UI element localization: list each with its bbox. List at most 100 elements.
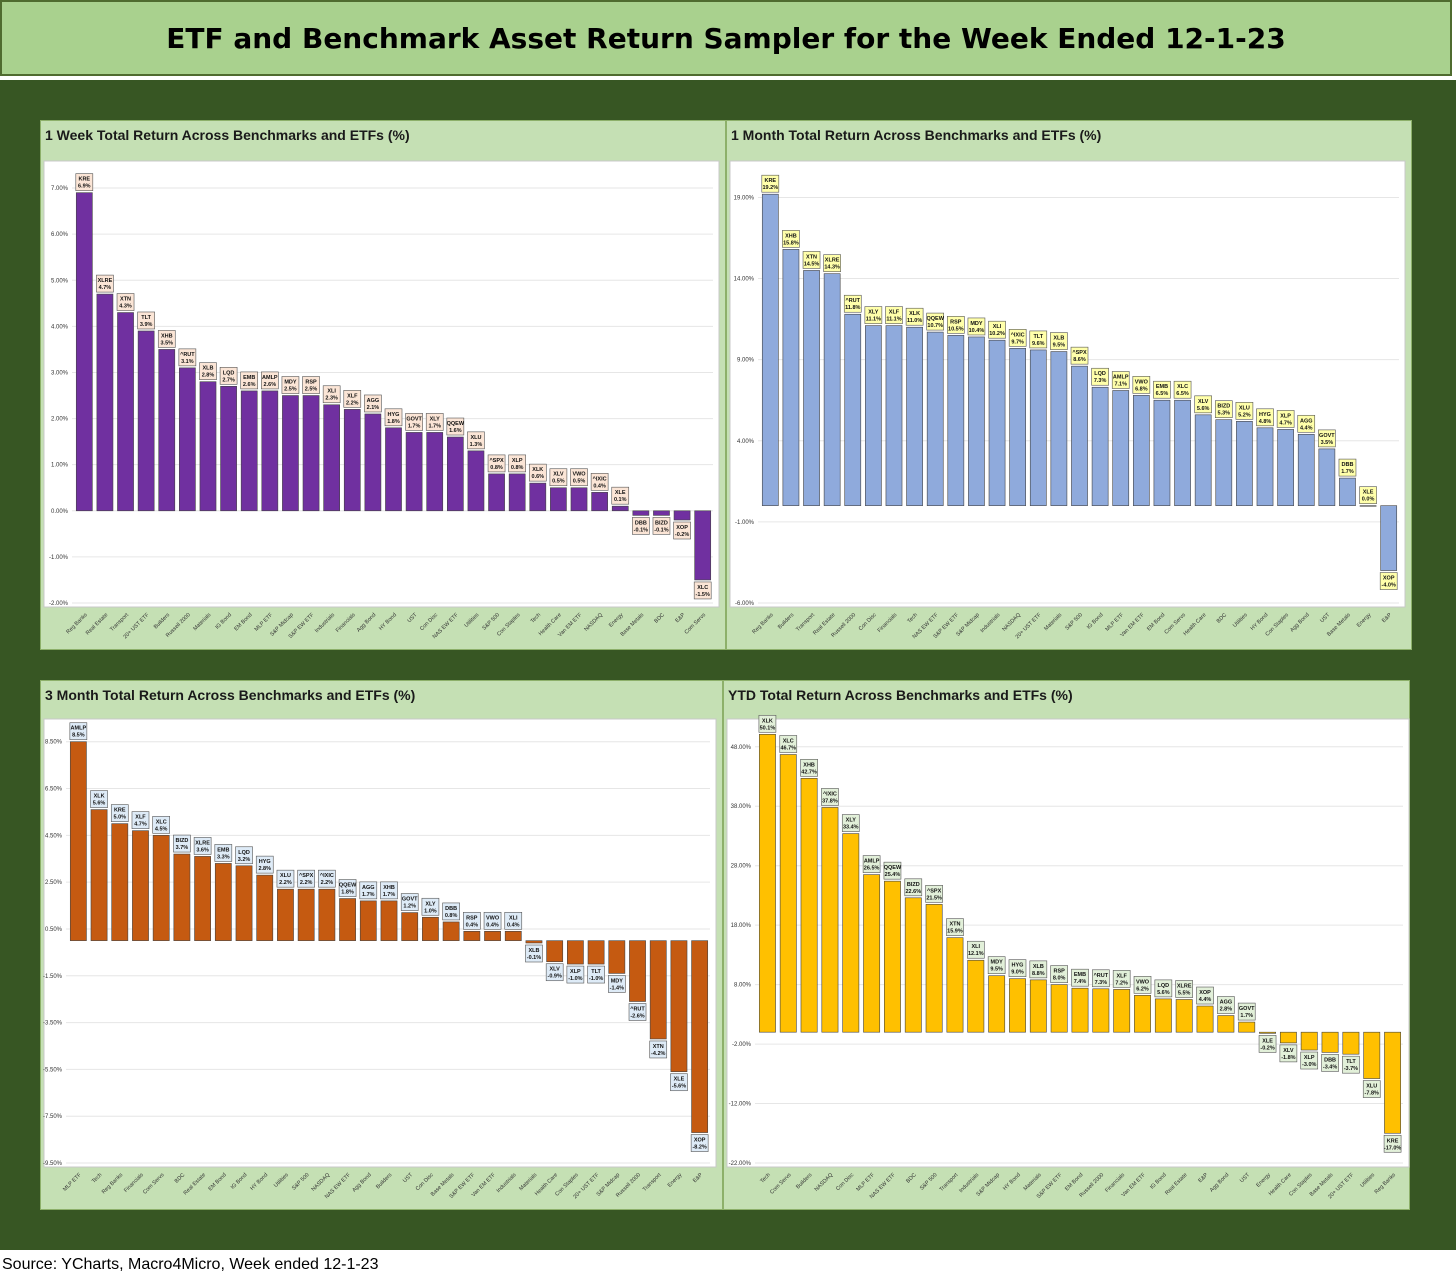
x-tick-label: Energy (1255, 1172, 1272, 1189)
data-label-box (235, 846, 253, 865)
data-label-box (1070, 346, 1089, 365)
data-label-ticker: XHB (803, 762, 815, 768)
x-tick-label: Agg Bond (1289, 612, 1310, 633)
x-tick-label: Russell 2000 (830, 612, 857, 639)
bar (1113, 989, 1131, 1033)
data-label-ticker: LQD (1094, 371, 1106, 377)
data-label-value: 2.8% (258, 866, 271, 872)
data-label-value: 0.4% (466, 922, 479, 928)
data-label-value: -1.0% (568, 976, 582, 982)
data-label-value: 3.6% (196, 847, 209, 853)
x-tick-label: E&P (692, 1172, 704, 1184)
x-tick-label: EM Bond (1146, 612, 1166, 632)
chart-panel-ytd: YTD Total Return Across Benchmarks and E… (723, 680, 1410, 1210)
y-tick-label: 2.50% (45, 880, 63, 886)
data-label-ticker: XLK (94, 794, 105, 800)
data-label-box (442, 902, 460, 921)
data-label-box (946, 918, 964, 936)
data-label-box (421, 897, 440, 916)
data-label-ticker: HYG (1012, 963, 1024, 969)
data-label-value: 11.8% (845, 305, 860, 311)
bar (1153, 399, 1171, 506)
data-label-ticker: XTN (806, 254, 817, 260)
data-label-value: 5.0% (114, 815, 127, 821)
data-label-ticker: HYG (1259, 412, 1271, 418)
data-label-ticker: LQD (223, 370, 235, 376)
data-label-box (1359, 486, 1377, 504)
data-label-ticker: DBB (1324, 1057, 1336, 1063)
data-label-ticker: AMLP (864, 859, 880, 865)
data-label-ticker: LQD (1158, 983, 1170, 989)
bar (508, 473, 526, 512)
data-label-box (1153, 380, 1171, 399)
data-label-ticker: QQEW (884, 865, 902, 871)
bar (1132, 395, 1150, 506)
x-tick-label: 20+ UST ETF (122, 612, 151, 641)
data-label-box (302, 376, 320, 394)
data-label-ticker: EMB (243, 375, 255, 381)
data-label-box (528, 463, 547, 482)
bar (152, 835, 170, 941)
x-tick-label: Builders (777, 612, 795, 630)
bar (691, 940, 709, 1133)
x-tick-label: S&P Midcap (955, 612, 981, 638)
x-tick-label: Health Care (1183, 612, 1208, 637)
data-label-box (255, 855, 274, 874)
data-label-ticker: GOVT (1239, 1006, 1255, 1012)
data-label-value: -0.1% (527, 955, 541, 961)
data-label-box (761, 174, 780, 193)
bar (570, 487, 588, 512)
bar (947, 335, 965, 506)
y-tick-label: 2.00% (51, 417, 69, 423)
data-label-ticker: XLY (868, 310, 879, 316)
x-tick-label: Transport (109, 612, 130, 633)
y-tick-label: -1.50% (43, 974, 63, 980)
data-label-value: 9.5% (990, 967, 1003, 973)
data-label-ticker: KRE (114, 808, 126, 814)
data-label-value: 0.8% (511, 465, 524, 471)
y-tick-label: 6.00% (51, 232, 69, 238)
x-tick-label: MLP ETF (62, 1172, 83, 1193)
data-label-box (318, 869, 336, 888)
data-label-box (1029, 330, 1048, 349)
data-label-ticker: TLT (591, 969, 601, 975)
bar (446, 436, 464, 512)
data-label-value: -4.2% (651, 1051, 665, 1057)
data-label-ticker: TLT (1033, 334, 1043, 340)
data-label-box (446, 417, 465, 436)
x-tick-label: NAS EW ETF (324, 1172, 352, 1200)
bar (653, 510, 670, 516)
bar (546, 940, 564, 963)
bar (629, 940, 646, 1002)
x-tick-label: IG Bond (230, 1172, 249, 1191)
bar (1318, 448, 1336, 506)
data-label-value: -7.8% (1365, 1091, 1379, 1097)
data-label-box (690, 1134, 709, 1152)
data-label-value: -1.8% (1281, 1055, 1295, 1061)
data-label-box (483, 911, 502, 930)
data-label-ticker: XLU (470, 435, 481, 441)
data-label-value: 5.5% (1178, 990, 1191, 996)
data-label-ticker: XLY (425, 901, 436, 907)
x-tick-label: Com Servs (769, 1172, 793, 1196)
data-label-ticker: ^SPX (927, 888, 942, 894)
data-label-value: 0.5% (573, 479, 586, 485)
bar (69, 741, 87, 941)
x-tick-label: 20+ UST ETF (572, 1172, 601, 1201)
bar (1134, 995, 1151, 1033)
data-label-ticker: ^RUT (180, 352, 195, 358)
data-label-value: 14.5% (804, 261, 820, 267)
bar (1342, 1031, 1360, 1055)
bar (1071, 987, 1089, 1033)
bar (90, 809, 108, 941)
data-label-value: 4.7% (1279, 420, 1292, 426)
bar (75, 192, 93, 512)
data-label-box (178, 348, 197, 367)
data-label-box (652, 517, 671, 535)
data-label-ticker: GOVT (1319, 433, 1335, 439)
data-label-ticker: XLK (532, 467, 543, 473)
bar (422, 916, 439, 941)
x-tick-label: Base Metals (620, 612, 646, 638)
bar (608, 940, 626, 974)
data-label-ticker: XLRE (195, 840, 210, 846)
